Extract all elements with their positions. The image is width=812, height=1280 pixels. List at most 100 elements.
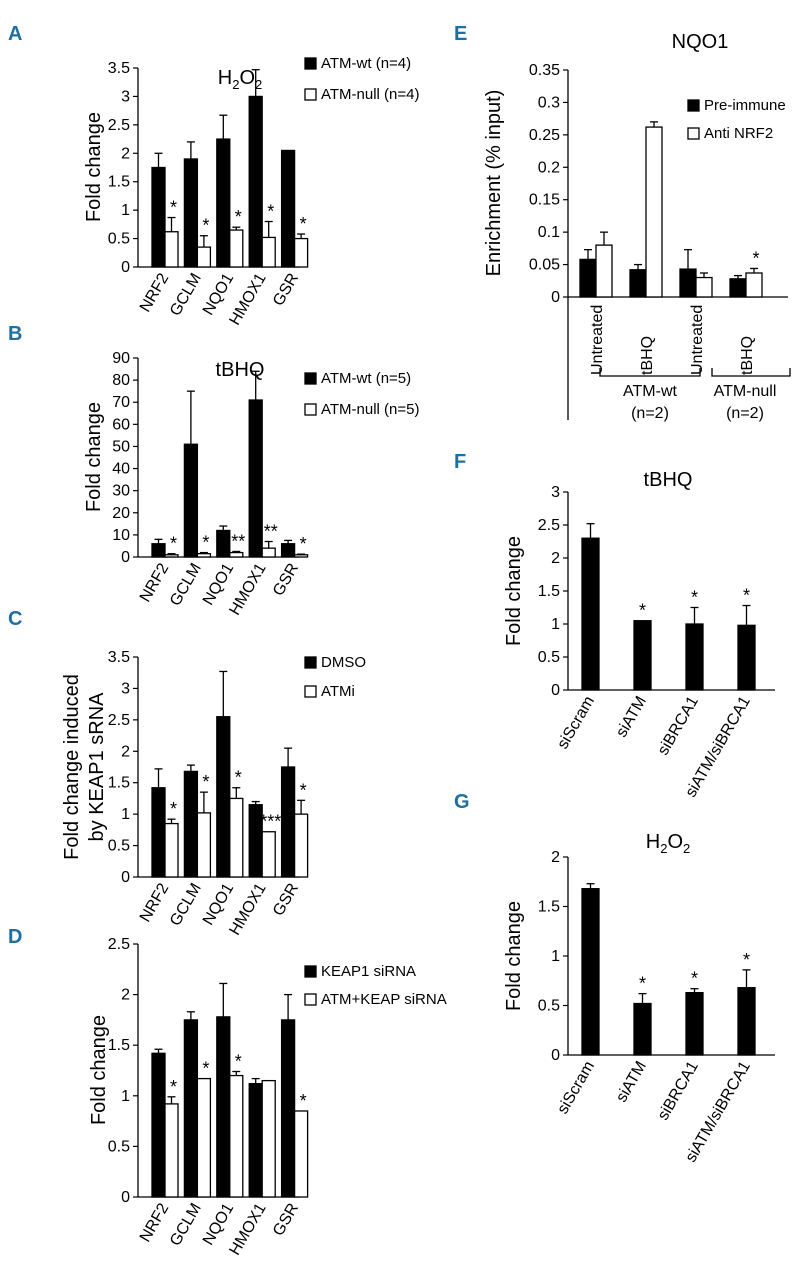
y-axis-label: Fold change <box>83 112 105 222</box>
panel-letter-d: D <box>8 926 22 948</box>
legend-swatch <box>304 372 317 385</box>
bar <box>280 1019 296 1198</box>
y-axis-label: Fold change <box>503 901 525 1011</box>
category-label: GSR <box>270 561 302 600</box>
y-tick-label: 0.1 <box>538 224 560 241</box>
significance-marker: ** <box>231 531 245 551</box>
title-part: O <box>667 831 683 853</box>
category-label: tBHQ <box>639 336 656 375</box>
category-label: siScram <box>554 694 598 753</box>
y-tick-label: 0 <box>551 289 560 306</box>
bar <box>183 770 199 878</box>
category-label: siBRCA1 <box>655 1058 702 1123</box>
title-subscript: 2 <box>683 841 690 856</box>
y-tick-label: 10 <box>112 527 130 544</box>
bar <box>196 1077 212 1198</box>
legend-label: ATM-null (n=4) <box>321 86 420 103</box>
group-label: (n=2) <box>726 405 764 422</box>
category-label: Untreated <box>589 305 606 375</box>
category-label: GSR <box>270 271 302 310</box>
title-part: H <box>218 67 232 89</box>
title-part: O <box>239 67 255 89</box>
y-tick-label: 30 <box>112 483 130 500</box>
bar <box>248 1083 263 1198</box>
y-tick-label: 2 <box>121 145 130 162</box>
y-axis-label-line1: Fold change induced <box>61 674 83 860</box>
y-tick-label: 3 <box>121 88 130 105</box>
y-tick-label: 0 <box>121 549 130 566</box>
y-axis-label: Fold change <box>88 1015 110 1125</box>
panel-letter-f: F <box>454 451 466 473</box>
legend-label: ATM-wt (n=5) <box>321 370 411 387</box>
bar <box>196 812 212 878</box>
chart-title: H2O2 <box>218 67 262 92</box>
category-label: siATM <box>613 694 650 741</box>
group-bracket <box>599 368 701 377</box>
y-tick-label: 2 <box>551 550 560 567</box>
significance-marker: ** <box>264 522 278 542</box>
y-tick-label: 1 <box>121 1088 130 1105</box>
bar <box>216 716 231 878</box>
bar <box>216 138 231 268</box>
y-tick-label: 0 <box>121 869 130 886</box>
y-tick-label: 0.2 <box>538 159 560 176</box>
group-label: (n=2) <box>631 405 669 422</box>
significance-marker: * <box>300 214 307 234</box>
category-label: GCLM <box>167 881 205 930</box>
bar <box>729 278 747 298</box>
bar <box>164 231 179 268</box>
bar <box>737 624 756 691</box>
y-tick-label: 60 <box>112 416 130 433</box>
category-label: siATM <box>613 1059 650 1106</box>
significance-marker: * <box>235 207 242 227</box>
chart-title: tBHQ <box>216 359 265 381</box>
legend-label: ATM-wt (n=4) <box>321 55 411 72</box>
bar <box>293 554 309 558</box>
y-tick-label: 3.5 <box>108 60 130 77</box>
legend-label: KEAP1 siRNA <box>321 963 416 980</box>
bar <box>633 620 652 691</box>
category-label: tBHQ <box>739 336 756 375</box>
y-tick-label: 2.5 <box>538 517 560 534</box>
y-tick-label: 40 <box>112 461 130 478</box>
bar <box>229 229 244 268</box>
legend-swatch <box>304 965 317 978</box>
bar <box>183 1019 199 1198</box>
bar <box>629 269 647 298</box>
y-tick-label: 3.5 <box>108 649 130 666</box>
legend-swatch <box>304 656 317 669</box>
y-tick-label: 1 <box>551 948 560 965</box>
bar <box>164 822 179 878</box>
bar <box>745 272 763 298</box>
y-axis-label-line2: by KEAP1 sRNA <box>86 692 108 842</box>
significance-marker: * <box>202 772 209 792</box>
chart-title: NQO1 <box>672 31 729 53</box>
y-tick-label: 0.05 <box>529 257 560 274</box>
category-label: siScram <box>554 1059 598 1118</box>
y-tick-label: 0 <box>121 1189 130 1206</box>
significance-marker: * <box>267 202 274 222</box>
significance-marker: * <box>202 1059 209 1079</box>
y-tick-label: 0 <box>121 259 130 276</box>
bar <box>695 276 713 298</box>
y-tick-label: 0.5 <box>538 998 560 1015</box>
panel-letter-e: E <box>454 23 467 45</box>
significance-marker: * <box>170 534 177 554</box>
y-tick-label: 20 <box>112 505 130 522</box>
significance-marker: * <box>300 1091 307 1111</box>
y-tick-label: 2.5 <box>108 712 130 729</box>
bar <box>164 554 179 558</box>
chart-title: H2O2 <box>646 831 690 856</box>
bar <box>645 126 663 298</box>
group-bracket <box>711 368 791 377</box>
category-label: GSR <box>270 881 302 920</box>
bar <box>685 991 704 1056</box>
bar <box>261 236 276 268</box>
chart-title: tBHQ <box>644 469 693 491</box>
legend-label: ATM-null (n=5) <box>321 401 420 418</box>
bar <box>196 246 212 268</box>
